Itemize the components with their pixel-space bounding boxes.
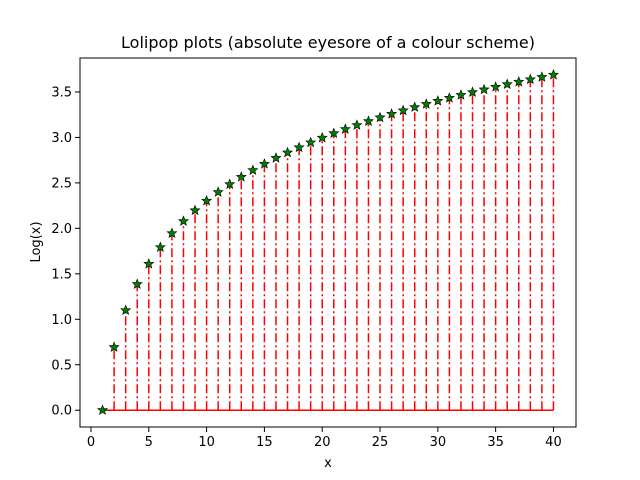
data-point bbox=[235, 171, 247, 182]
data-point bbox=[362, 115, 374, 126]
data-point bbox=[420, 98, 432, 109]
data-point bbox=[305, 136, 317, 148]
x-tick-label: 35 bbox=[487, 435, 504, 450]
data-point bbox=[247, 164, 259, 175]
plot-area bbox=[97, 68, 559, 415]
data-point bbox=[467, 86, 479, 97]
chart-title: Lolipop plots (absolute eyesore of a col… bbox=[121, 33, 535, 52]
y-tick-label: 3.0 bbox=[51, 131, 72, 146]
data-point bbox=[432, 95, 444, 106]
data-point bbox=[97, 404, 109, 415]
data-point bbox=[293, 141, 305, 153]
data-point bbox=[154, 241, 166, 252]
y-axis-label: Log(x) bbox=[29, 221, 44, 262]
x-tick-label: 40 bbox=[545, 435, 562, 450]
y-tick-label: 2.0 bbox=[51, 222, 72, 237]
y-tick-label: 0.5 bbox=[51, 358, 72, 373]
data-point bbox=[131, 278, 143, 289]
data-point bbox=[478, 83, 490, 95]
data-point bbox=[108, 341, 120, 352]
data-point bbox=[443, 92, 455, 103]
data-point bbox=[258, 158, 270, 169]
data-point bbox=[397, 104, 409, 116]
data-point bbox=[490, 81, 502, 92]
data-point bbox=[524, 73, 536, 85]
data-point bbox=[212, 186, 224, 197]
data-point bbox=[328, 127, 340, 139]
x-tick-label: 30 bbox=[430, 435, 447, 450]
data-point bbox=[501, 78, 513, 90]
data-point bbox=[143, 258, 155, 269]
data-point bbox=[120, 304, 132, 315]
data-point bbox=[316, 131, 328, 143]
x-axis: 0 5 10 15 20 25 30 35 40 bbox=[87, 427, 562, 450]
x-tick-label: 25 bbox=[372, 435, 389, 450]
data-point bbox=[536, 71, 548, 82]
data-point bbox=[177, 215, 189, 226]
y-tick-label: 1.5 bbox=[51, 267, 72, 282]
x-tick-label: 5 bbox=[145, 435, 153, 450]
data-point bbox=[409, 101, 421, 112]
x-axis-label: x bbox=[324, 456, 332, 471]
data-point bbox=[513, 76, 525, 87]
data-point bbox=[224, 178, 236, 189]
data-point bbox=[201, 195, 213, 206]
x-tick-label: 15 bbox=[256, 435, 273, 450]
data-point bbox=[386, 108, 398, 119]
data-point bbox=[374, 111, 386, 123]
x-tick-label: 10 bbox=[198, 435, 215, 450]
data-point bbox=[339, 123, 351, 134]
data-point bbox=[189, 204, 201, 216]
x-tick-label: 0 bbox=[87, 435, 95, 450]
y-tick-label: 1.0 bbox=[51, 313, 72, 328]
axes-frame bbox=[79, 57, 577, 428]
data-point bbox=[455, 89, 467, 100]
y-tick-label: 2.5 bbox=[51, 176, 72, 191]
data-point bbox=[351, 119, 363, 130]
data-point bbox=[166, 227, 178, 238]
data-point bbox=[270, 152, 282, 163]
x-tick-label: 20 bbox=[314, 435, 331, 450]
y-tick-label: 3.5 bbox=[51, 85, 72, 100]
data-point bbox=[547, 68, 559, 80]
y-tick-label: 0.0 bbox=[51, 404, 72, 419]
y-axis: 0.0 0.5 1.0 1.5 2.0 2.5 3.0 3.5 bbox=[51, 85, 80, 419]
data-point bbox=[282, 146, 294, 158]
